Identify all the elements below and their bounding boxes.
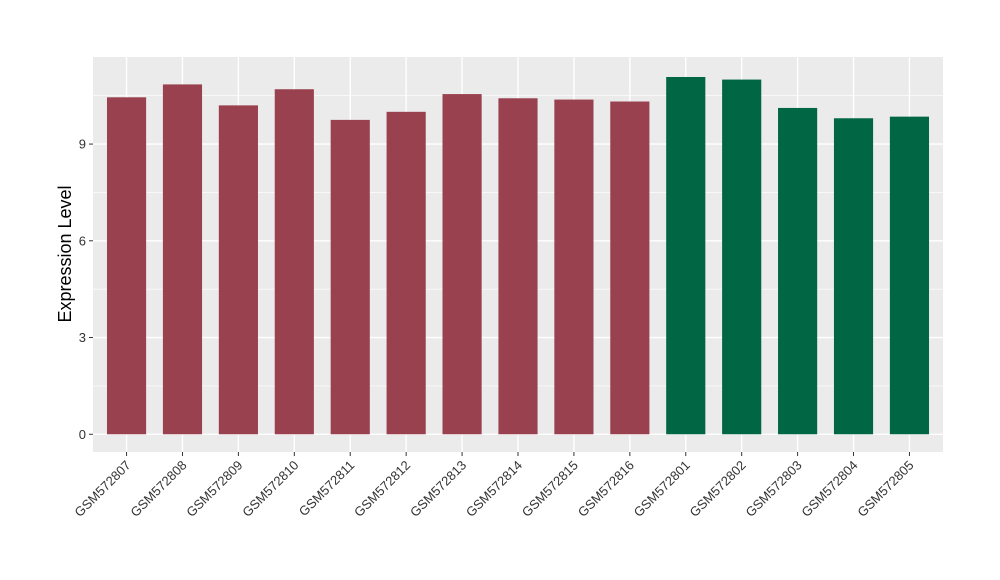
bar-GSM572811 bbox=[330, 119, 370, 435]
bar-GSM572809 bbox=[218, 105, 258, 435]
bar-GSM572807 bbox=[106, 97, 147, 435]
bar-GSM572804 bbox=[833, 118, 874, 435]
y-axis-title: Expression Level bbox=[55, 185, 75, 322]
bar-GSM572803 bbox=[778, 107, 818, 435]
y-tick-label: 6 bbox=[79, 233, 86, 248]
x-tick-label: GSM572801 bbox=[631, 458, 693, 520]
x-tick-label: GSM572814 bbox=[463, 458, 525, 520]
bar-GSM572812 bbox=[386, 111, 426, 435]
x-tick-label: GSM572812 bbox=[351, 458, 413, 520]
bar-GSM572814 bbox=[498, 98, 538, 435]
bar-GSM572815 bbox=[554, 99, 594, 435]
x-axis: GSM572807GSM572808GSM572809GSM572810GSM5… bbox=[71, 452, 917, 520]
bars bbox=[106, 76, 930, 435]
x-tick-label: GSM572813 bbox=[407, 458, 469, 520]
bar-GSM572810 bbox=[274, 89, 314, 435]
x-tick-label: GSM572810 bbox=[239, 458, 301, 520]
x-tick-label: GSM572804 bbox=[798, 458, 860, 520]
x-tick-label: GSM572802 bbox=[687, 458, 749, 520]
x-tick-label: GSM572808 bbox=[127, 458, 189, 520]
x-tick-label: GSM572805 bbox=[854, 458, 916, 520]
bar-GSM572816 bbox=[610, 101, 650, 435]
bar-GSM572802 bbox=[722, 79, 762, 435]
x-tick-label: GSM572807 bbox=[71, 458, 133, 520]
bar-GSM572813 bbox=[442, 94, 482, 435]
bar-GSM572808 bbox=[162, 84, 203, 435]
x-tick-label: GSM572803 bbox=[743, 458, 805, 520]
x-tick-label: GSM572816 bbox=[575, 458, 637, 520]
y-tick-label: 0 bbox=[79, 427, 86, 442]
y-axis: 0 3 6 9 bbox=[79, 137, 93, 442]
x-tick-label: GSM572809 bbox=[183, 458, 245, 520]
x-tick-label: GSM572811 bbox=[296, 458, 358, 520]
y-tick-label: 9 bbox=[79, 137, 86, 152]
bar-GSM572805 bbox=[889, 116, 930, 435]
bar-GSM572801 bbox=[666, 76, 706, 435]
x-tick-label: GSM572815 bbox=[519, 458, 581, 520]
y-tick-label: 3 bbox=[79, 330, 86, 345]
